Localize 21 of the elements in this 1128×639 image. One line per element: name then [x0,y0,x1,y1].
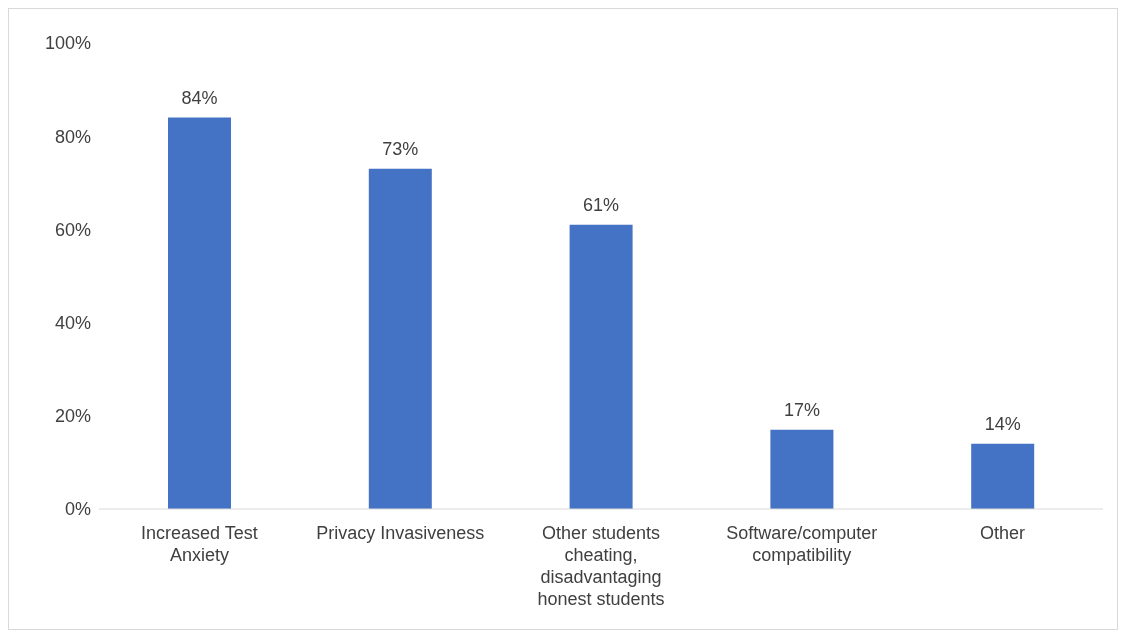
bar [971,443,1035,509]
y-tick-label: 100% [44,33,91,54]
data-label: 14% [984,413,1021,434]
x-tick-label: Software/computer compatibility [726,523,878,565]
data-label: 61% [583,194,620,215]
x-tick-label: Other students cheating, disadvantaging honest students [537,523,665,609]
bar [168,117,231,509]
data-label: 17% [783,399,820,420]
data-label: 84% [181,87,218,108]
data-label: 73% [382,138,419,159]
y-tick-label: 80% [54,126,91,147]
y-tick-label: 20% [54,406,91,427]
y-tick-label: 40% [54,312,91,333]
y-tick-label: 0% [64,499,91,520]
bar [770,429,834,509]
x-tick-label: Other [980,523,1026,543]
x-tick-label: Increased Test Anxiety [141,523,258,565]
y-tick-label: 60% [54,219,91,240]
bar [569,224,633,509]
bar [368,168,432,509]
x-tick-label: Privacy Invasiveness [316,523,485,543]
